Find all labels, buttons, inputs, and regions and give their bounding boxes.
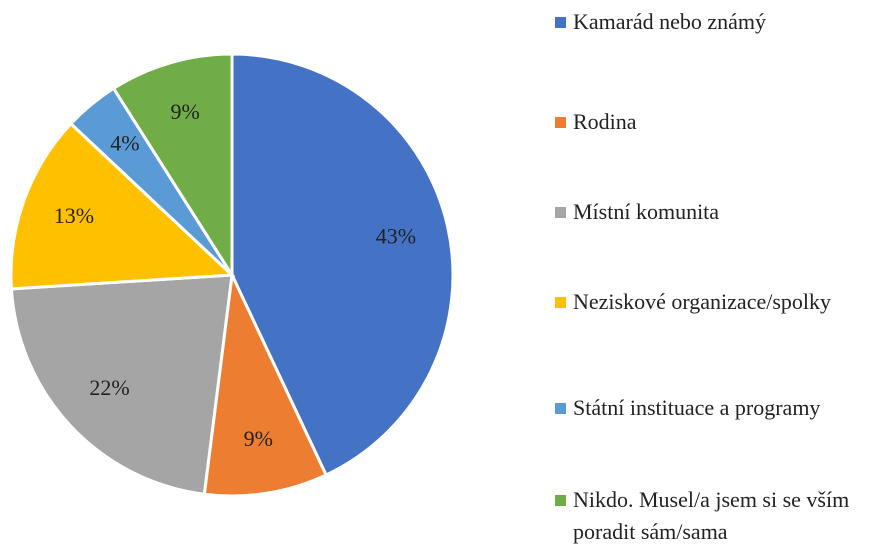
legend-label: Kamarád nebo známý (573, 9, 767, 34)
legend-item: Neziskové organizace/spolky (555, 286, 865, 318)
pie-slice (9, 273, 234, 496)
data-label: 9% (244, 426, 273, 451)
data-label: 22% (89, 375, 129, 400)
legend-item: Kamarád nebo známý (555, 6, 865, 38)
legend-swatch (555, 495, 566, 506)
pie-slice (230, 52, 455, 477)
legend-swatch (555, 297, 566, 308)
legend-item: Místní komunita (555, 196, 865, 228)
legend-label: Neziskové organizace/spolky (573, 289, 832, 314)
legend-item: Státní instituace a programy (555, 392, 865, 424)
legend-swatch (555, 207, 566, 218)
legend-swatch (555, 117, 566, 128)
pie-slice (111, 52, 234, 281)
pie-slice (202, 269, 329, 498)
data-label: 4% (110, 131, 139, 156)
pie-slice (9, 121, 236, 291)
data-label: 9% (170, 99, 199, 124)
data-label: 13% (54, 203, 94, 228)
legend-label: Státní instituace a programy (573, 395, 821, 420)
legend-item: Rodina (555, 106, 865, 138)
legend-item: Nikdo. Musel/a jsem si se vším poradit s… (555, 484, 865, 548)
legend-label: Rodina (573, 109, 637, 134)
legend-label: Místní komunita (573, 199, 720, 224)
legend-label: Nikdo. Musel/a jsem si se vším poradit s… (573, 487, 850, 544)
chart: 43% 9% 22% 13% 4% 9% (9, 52, 455, 498)
data-label: 43% (376, 223, 416, 248)
legend-swatch (555, 403, 566, 414)
legend-swatch (555, 17, 566, 28)
